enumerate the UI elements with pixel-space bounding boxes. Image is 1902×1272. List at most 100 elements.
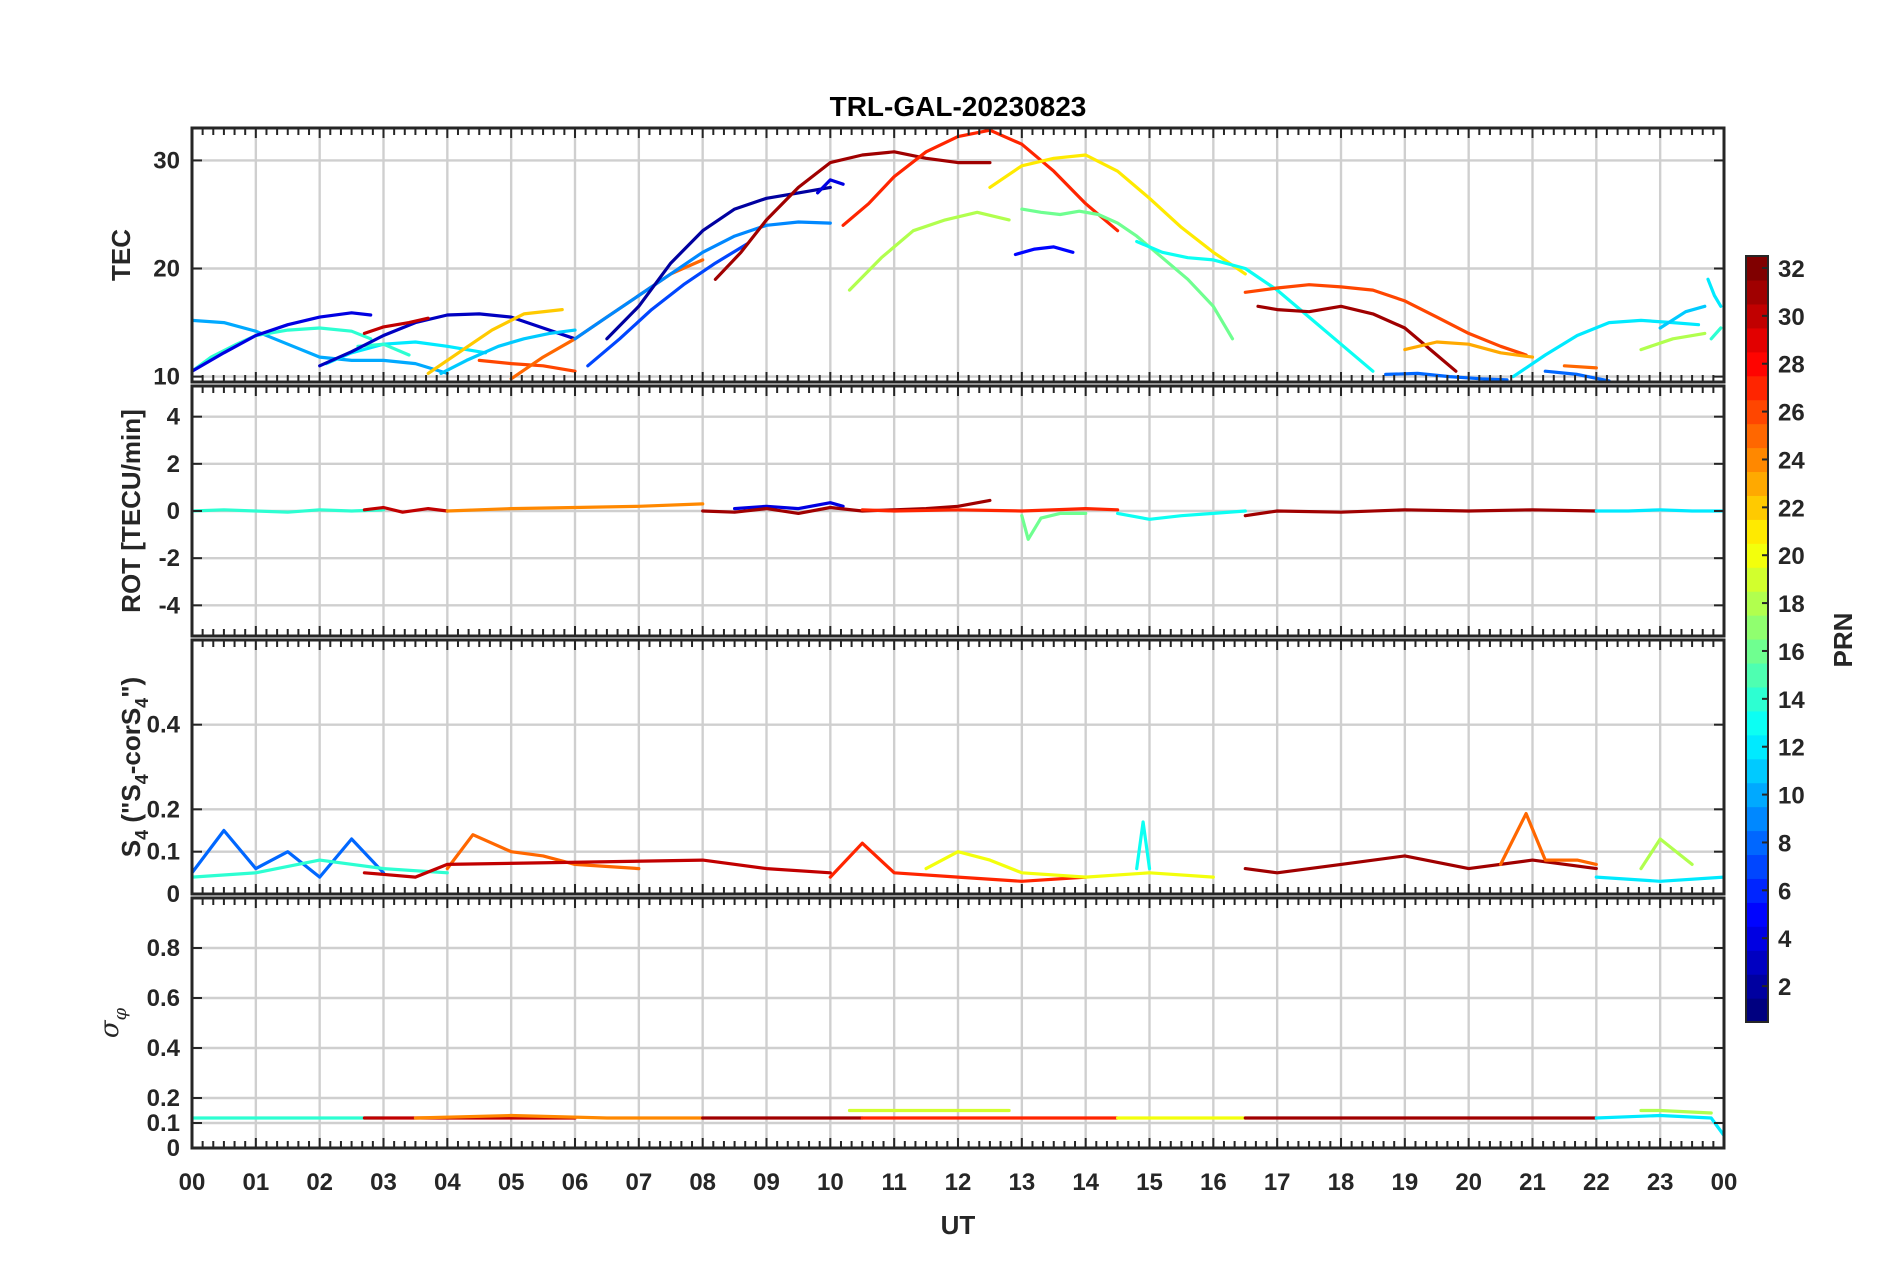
x-axis-label: UT: [941, 1210, 976, 1240]
colorbar-tick-label: 20: [1778, 543, 1805, 570]
x-tick-label: 18: [1328, 1169, 1355, 1196]
y-tick-label: -4: [159, 592, 181, 619]
series-line-prn-18: [1639, 837, 1694, 871]
series-line-prn-31: [701, 498, 992, 516]
y-tick-label: 2: [167, 451, 180, 478]
colorbar-segment: [1746, 710, 1768, 736]
colorbar-segment: [1746, 495, 1768, 520]
sigma-y-axis-label: σφ: [95, 1007, 131, 1038]
y-tick-label: 0: [167, 498, 180, 525]
colorbar-tick-label: 4: [1778, 926, 1792, 953]
colorbar-tick-label: 2: [1778, 974, 1791, 1001]
colorbar-tick-label: 22: [1778, 495, 1805, 522]
x-tick-label: 11: [881, 1169, 906, 1196]
colorbar-segment: [1746, 279, 1768, 305]
y-tick-label: 0.1: [147, 1110, 180, 1137]
x-tick-label: 21: [1519, 1169, 1546, 1196]
y-tick-label: 0.1: [147, 839, 180, 866]
colorbar-segment: [1746, 591, 1768, 616]
colorbar-tick-label: 28: [1778, 352, 1805, 379]
series-line-prn-18: [847, 210, 1011, 292]
series-line-prn-4: [815, 178, 845, 195]
colorbar-segment: [1746, 782, 1768, 808]
series-line-prn-14: [192, 326, 373, 373]
x-tick-label: 15: [1136, 1169, 1163, 1196]
y-tick-label: 4: [167, 404, 181, 431]
x-tick-label: 06: [562, 1169, 589, 1196]
series-line-prn-10: [192, 318, 449, 375]
colorbar-segment: [1746, 998, 1768, 1023]
series-line-prn-13: [1135, 820, 1152, 871]
series-line-prn-18: [1639, 1108, 1713, 1115]
colorbar-segment: [1746, 686, 1768, 712]
colorbar-tick-label: 24: [1778, 447, 1805, 474]
colorbar-segment: [1746, 519, 1768, 544]
colorbar-segment: [1746, 375, 1768, 401]
x-tick-label: 10: [817, 1169, 844, 1196]
y-tick-label: 0: [167, 881, 180, 908]
series-line-prn-12: [1706, 277, 1723, 308]
series-line-prn-25: [509, 258, 705, 381]
series-line-prn-16: [1020, 207, 1235, 341]
colorbar-segment: [1746, 327, 1768, 353]
x-tick-label: 23: [1647, 1169, 1674, 1196]
series-line-prn-24: [413, 1113, 705, 1120]
x-tick-label: 04: [434, 1169, 461, 1196]
series-line-prn-21: [988, 153, 1247, 276]
x-tick-label: 00: [1711, 1169, 1738, 1196]
colorbar-segment: [1746, 830, 1768, 856]
colorbar-frame: [1745, 255, 1769, 1023]
series-line-prn-31: [1256, 304, 1458, 373]
colorbar-segment: [1746, 854, 1768, 879]
x-tick-label: 02: [306, 1169, 333, 1196]
colorbar-segment: [1746, 303, 1768, 329]
series-line-prn-30: [362, 316, 430, 335]
colorbar-segment: [1746, 567, 1768, 592]
series-line-prn-14: [192, 508, 386, 514]
series-line-prn-31: [1243, 854, 1598, 875]
y-tick-label: 0: [167, 1135, 180, 1162]
colorbar-segment: [1746, 639, 1768, 664]
x-tick-label: 20: [1455, 1169, 1482, 1196]
y-tick-label: 0.6: [147, 985, 180, 1012]
colorbar-segment: [1746, 256, 1768, 281]
colorbar-segment: [1746, 662, 1768, 688]
colorbar-segment: [1746, 423, 1768, 449]
x-axis-tick-labels: 00 01 02 03 04 05 06 07 08 09 10 11 12 13 14 15 16 17 18 19…: [179, 1169, 1738, 1196]
colorbar-segment: [1746, 615, 1768, 640]
series-line-prn-22: [426, 308, 564, 375]
y-tick-label: 30: [153, 147, 180, 174]
series-line-prn-14: [192, 858, 449, 879]
x-tick-label: 07: [625, 1169, 652, 1196]
colorbar-segment: [1746, 974, 1768, 999]
series-line-prn-8: [1543, 369, 1611, 382]
x-tick-label: 08: [689, 1169, 716, 1196]
series-line-prn-23: [1403, 340, 1535, 359]
colorbar-segment: [1746, 878, 1768, 903]
sigma-panel: 00.10.2 0.4 0.6 0.8 σφ: [95, 896, 1726, 1162]
x-tick-label: 17: [1264, 1169, 1291, 1196]
series-line-prn-26: [477, 358, 577, 373]
x-tick-label: 01: [242, 1169, 269, 1196]
series-line-prn-11: [439, 328, 577, 375]
rot-panel: -4 -2 0 2 4 ROT [TECU/min]: [116, 384, 1726, 638]
y-tick-label: 0.8: [147, 935, 180, 962]
colorbar-tick-label: 26: [1778, 400, 1805, 427]
series-line-prn-27: [841, 128, 1120, 233]
series-line-prn-12: [1594, 508, 1724, 513]
colorbar-segment: [1746, 447, 1768, 473]
y-tick-label: 0.4: [147, 1035, 181, 1062]
series-line-prn-12: [1594, 875, 1724, 883]
colorbar-tick-label: 10: [1778, 783, 1805, 810]
series-line-prn-25: [1498, 811, 1598, 867]
series-line-prn-3: [318, 312, 577, 368]
x-tick-label: 19: [1391, 1169, 1418, 1196]
series-line-prn-2: [605, 185, 832, 341]
series-line-prn-5: [1013, 245, 1075, 257]
colorbar-tick-label: 18: [1778, 591, 1805, 618]
s4-panel: 0 0.1 0.2 0.4S4 ("S4-corS4"): [116, 638, 1726, 908]
colorbar-segment: [1746, 734, 1768, 760]
y-tick-label: 10: [153, 364, 180, 391]
rot-y-axis-label: ROT [TECU/min]: [116, 409, 146, 613]
